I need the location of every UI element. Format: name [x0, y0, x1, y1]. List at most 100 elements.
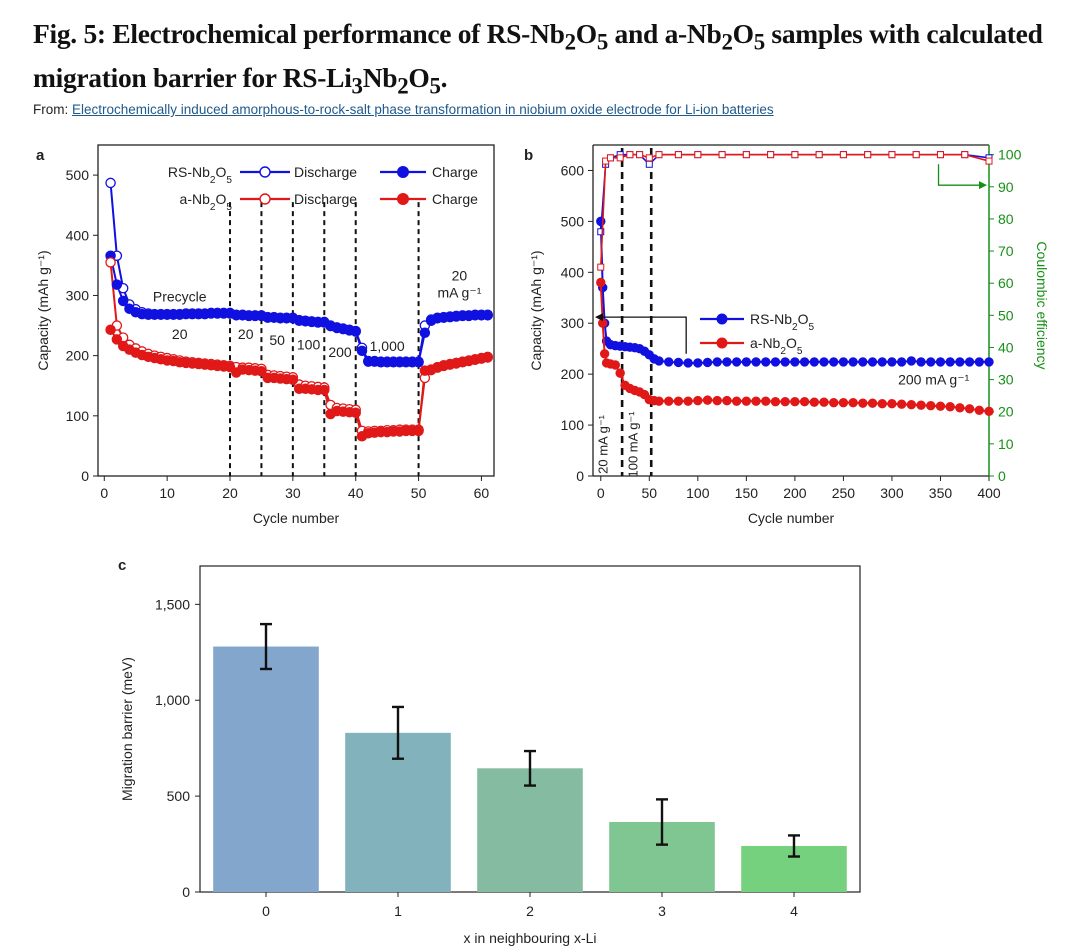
panel-b-capacity-point [770, 357, 781, 367]
panel-a-annotation: 1,000 [370, 338, 405, 354]
panel-a-ytick-label: 300 [66, 287, 90, 303]
panel-b-capacity-point [974, 405, 984, 416]
panel-b-left-axis-arrowhead [595, 313, 603, 322]
panel-a-xtick-label: 10 [159, 485, 175, 501]
panel-a-data-point [350, 326, 361, 337]
panel-b-annotation: 200 mA g⁻¹ [898, 371, 970, 387]
panel-a-annotation: 20 [238, 326, 254, 342]
panel-b-capacity-point [702, 395, 713, 405]
title-part: Fig. 5: Electrochemical performance of R… [33, 18, 565, 49]
panel-b-capacity-point [664, 396, 674, 406]
panel-b-ce-point [864, 151, 872, 159]
panel-b-capacity-point [906, 400, 917, 410]
panel-a-ytick-label: 0 [81, 468, 89, 484]
panel-a-legend-charge: Charge [432, 164, 478, 180]
panel-a-data-point [111, 334, 123, 345]
panel-b-ce-point [767, 151, 775, 159]
panel-b-capacity-point [858, 357, 868, 367]
panel-b-label: b [524, 147, 533, 164]
panel-b-ytick-label: 0 [576, 468, 584, 484]
panel-b-y2tick-label: 50 [998, 307, 1014, 323]
panel-b-capacity-point [751, 396, 761, 406]
panel-c-xtick-label: 0 [262, 903, 270, 919]
panel-b-ytick-label: 200 [561, 366, 585, 382]
panel-b-capacity-point [770, 396, 781, 407]
panel-b-capacity-point [916, 400, 926, 410]
panel-b-capacity-point [596, 277, 606, 288]
panel-b-capacity-point [751, 357, 761, 367]
panel-b-xtick-label: 200 [783, 485, 807, 501]
title-part: and a-Nb [607, 18, 722, 49]
panel-b-ce-point [674, 151, 682, 159]
panel-b-capacity-point [964, 357, 975, 367]
title-part: O [732, 18, 754, 49]
panel-a-data-point [413, 425, 424, 437]
panel-b-capacity-point [945, 402, 955, 412]
panel-b-capacity-point [819, 357, 829, 367]
panel-a-annotation: 50 [269, 332, 285, 348]
panel-b-capacity-point [838, 397, 849, 408]
panel-b-capacity-point [916, 357, 926, 367]
panel-b-ce-point [742, 151, 750, 159]
panel-b-capacity-point [848, 397, 858, 408]
panel-b-capacity-point [790, 357, 800, 367]
panel-a-legend-marker [259, 166, 271, 178]
panel-c-ytick-label: 1,000 [155, 692, 190, 708]
title-sub: 2 [564, 29, 576, 55]
panel-a-data-point [105, 324, 116, 336]
panel-b-ce-point [936, 151, 944, 159]
panel-b-capacity-point [867, 398, 878, 408]
panel-b-legend-label: RS-Nb2O5 [750, 311, 815, 333]
panel-a-annotation: mA g⁻¹ [437, 284, 481, 300]
source-article-link[interactable]: Electrochemically induced amorphous-to-r… [72, 102, 774, 117]
panel-b-capacity-point [712, 357, 722, 367]
panel-b-ce-point [636, 151, 644, 159]
panel-a-xtick-label: 60 [474, 485, 490, 501]
panel-b-capacity-point [761, 357, 771, 367]
title-sub: 3 [351, 73, 363, 98]
panel-b-ce-point [985, 157, 993, 165]
panel-a-ytick-label: 200 [66, 348, 90, 364]
panel-b-y2tick-label: 40 [998, 339, 1014, 355]
from-label: From: [33, 102, 69, 117]
panel-b-capacity-point [829, 357, 839, 367]
panel-a-legend-discharge: Discharge [294, 191, 357, 207]
panel-b-capacity-point [984, 406, 994, 417]
panel-b-capacity-point [615, 368, 625, 378]
panel-b-legend-marker [716, 337, 728, 349]
panel-b-ytick-label: 400 [561, 264, 585, 280]
panel-b-ce-point [645, 154, 653, 162]
panel-a-legend-sample: a-Nb2O5 [180, 191, 233, 213]
panel-a-xtick-label: 50 [411, 485, 427, 501]
panel-a-xtick-label: 40 [348, 485, 364, 501]
panel-a-legend-sample: RS-Nb2O5 [168, 164, 233, 186]
panel-b-right-axis-arrowhead [979, 181, 987, 190]
panel-b-xtick-label: 250 [832, 485, 856, 501]
panel-a-series-line [109, 182, 488, 363]
panel-b-capacity-point [858, 398, 868, 408]
title-part: samples with calculated migration barrie… [33, 18, 1043, 93]
panel-b-annotation: 20 mA g⁻¹ [596, 414, 611, 474]
panel-b-ce-point [626, 151, 634, 159]
panel-b-capacity-point [877, 398, 887, 409]
panel-b-y2tick-label: 70 [998, 243, 1014, 259]
panel-b-capacity-point [731, 396, 742, 406]
panel-b-capacity-point [722, 395, 732, 406]
panel-b-xtick-label: 50 [642, 485, 658, 501]
panel-b-capacity-point [867, 357, 878, 367]
panel-b-capacity-point [664, 357, 674, 367]
panel-b-xtick-label: 100 [686, 485, 710, 501]
panel-b-right-axis-arrow [937, 164, 981, 186]
panel-c-ylabel: Migration barrier (meV) [119, 657, 135, 801]
panel-b-capacity-point [712, 395, 722, 406]
panel-c-xlabel: x in neighbouring x-Li [463, 930, 596, 946]
panel-c-xtick-label: 2 [526, 903, 534, 919]
panel-b-ce-point [912, 151, 920, 159]
panel-b-xtick-label: 300 [880, 485, 904, 501]
panel-b-xtick-label: 350 [929, 485, 953, 501]
panel-a-xtick-label: 20 [222, 485, 238, 501]
panel-b-capacity-point [761, 396, 771, 406]
panel-b-capacity-point [693, 395, 703, 406]
panel-a-label: a [36, 147, 45, 164]
